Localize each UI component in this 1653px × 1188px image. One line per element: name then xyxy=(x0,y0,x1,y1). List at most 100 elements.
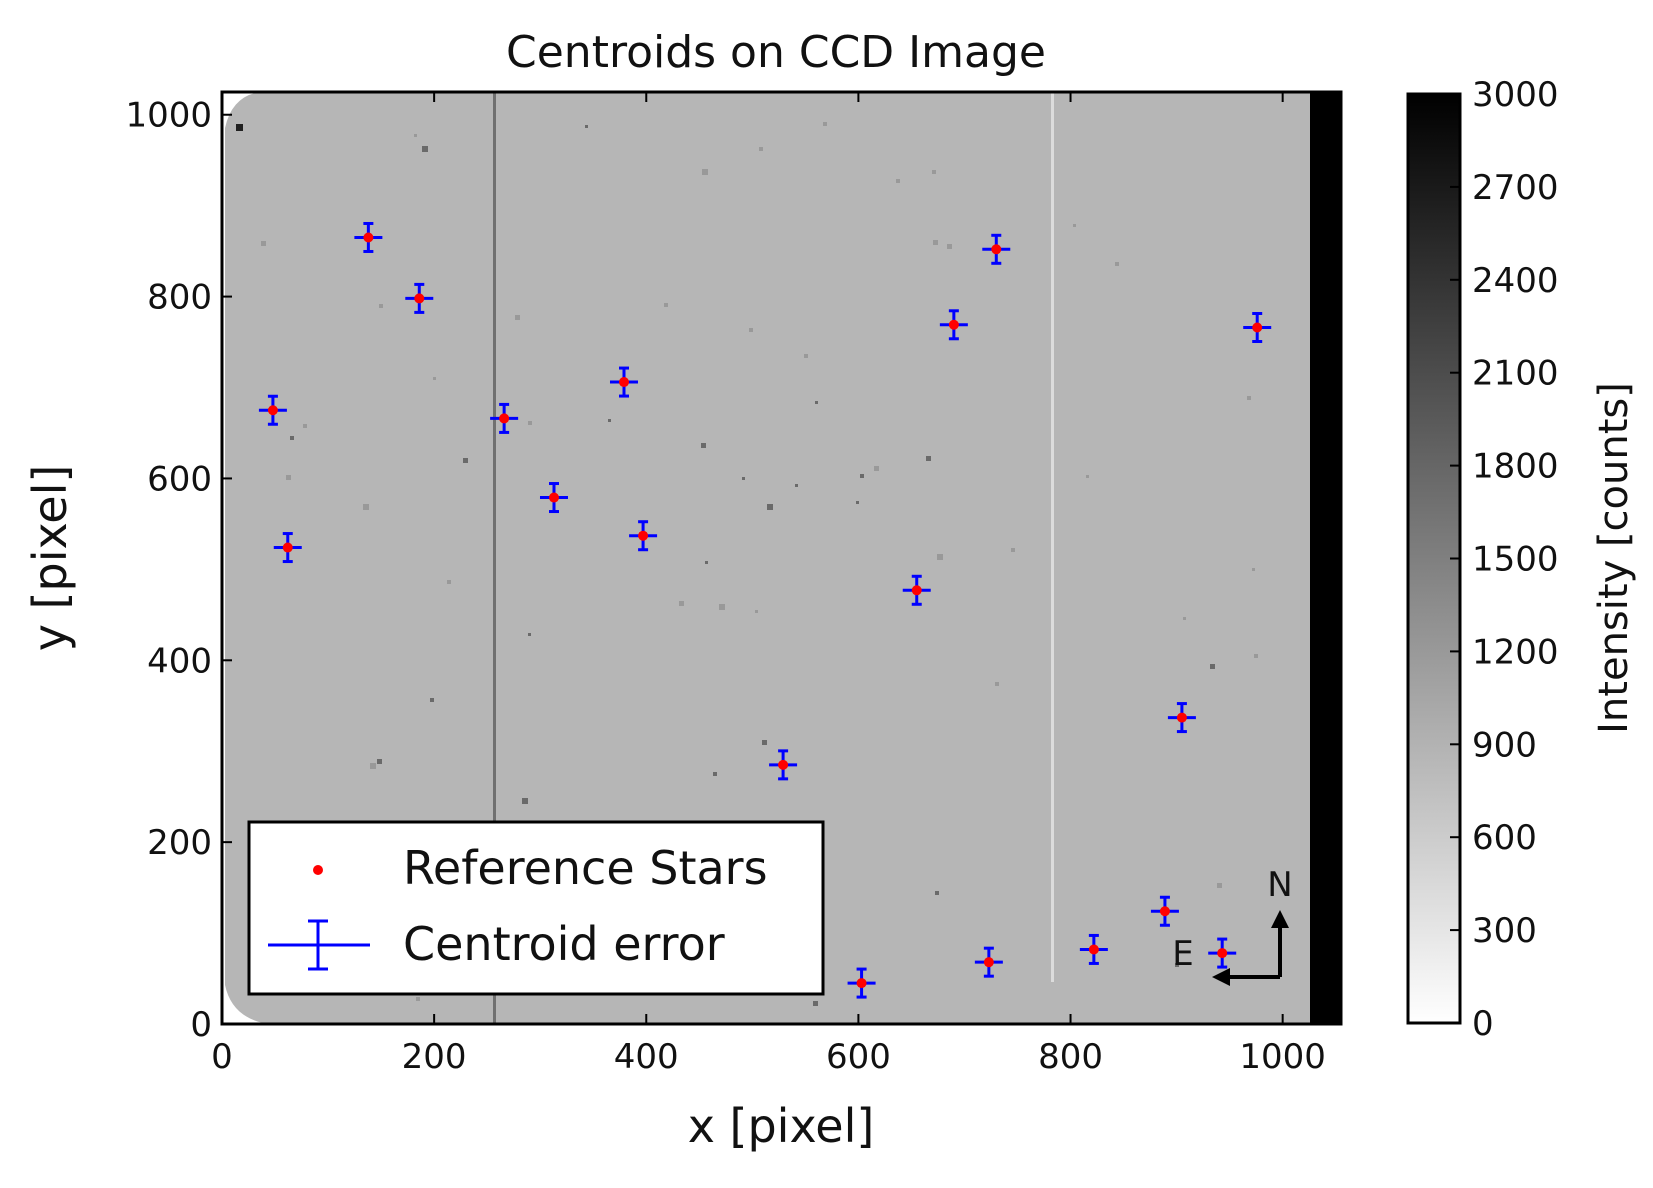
reference-star-point xyxy=(1217,948,1228,959)
ccd-speck xyxy=(414,134,417,137)
reference-star-markers xyxy=(267,232,1263,989)
ccd-speck xyxy=(856,501,859,504)
colorbar: 0 300 600 900 1200 1500 1800 2100 2400 2700 3000 I… xyxy=(1406,75,1637,1044)
x-tick-label: 200 xyxy=(402,1037,467,1077)
legend-centroid-label: Centroid error xyxy=(403,917,725,971)
x-tick-label: 400 xyxy=(614,1037,679,1077)
ccd-speck xyxy=(932,170,936,174)
ccd-speck xyxy=(937,554,943,560)
ccd-speck xyxy=(290,436,294,440)
y-tick-label: 400 xyxy=(147,641,212,681)
colorbar-tick-label: 2100 xyxy=(1472,354,1559,394)
reference-star-point xyxy=(948,319,959,330)
reference-star-point xyxy=(282,542,293,553)
reference-star-point xyxy=(856,978,867,989)
legend-reference-label: Reference Stars xyxy=(403,841,768,895)
colorbar-tick-label: 600 xyxy=(1472,818,1537,858)
ccd-speck xyxy=(528,421,532,425)
ccd-speck xyxy=(447,580,451,584)
colorbar-tick-label: 300 xyxy=(1472,911,1537,951)
ccd-speck xyxy=(926,456,931,461)
ccd-speck xyxy=(1252,568,1255,571)
colorbar-tick-label: 2400 xyxy=(1472,261,1559,301)
reference-star-point xyxy=(363,232,374,243)
reference-star-point xyxy=(911,585,922,596)
ccd-speck xyxy=(679,601,684,606)
ccd-speck xyxy=(874,466,879,471)
reference-star-point xyxy=(618,377,629,388)
legend-box xyxy=(247,820,825,996)
reference-star-point xyxy=(778,759,789,770)
ccd-speck xyxy=(1247,396,1251,400)
ccd-corner-bottom xyxy=(225,985,268,1024)
ccd-speck xyxy=(370,763,376,769)
y-tick-label: 800 xyxy=(147,278,212,318)
reference-star-point xyxy=(638,530,649,541)
ccd-speck xyxy=(896,179,900,183)
ccd-speck xyxy=(742,477,745,480)
ccd-speck xyxy=(755,610,758,613)
x-tick-label: 0 xyxy=(211,1037,233,1077)
ccd-speck xyxy=(1011,548,1015,552)
legend-centroid-marker xyxy=(268,919,370,971)
x-tick-label: 1000 xyxy=(1239,1037,1326,1077)
reference-star-point xyxy=(1159,906,1170,917)
ccd-speck xyxy=(522,798,528,804)
colorbar-ticks: 0 300 600 900 1200 1500 1800 2100 2400 2700 3000 xyxy=(1450,75,1559,1044)
ccd-speck xyxy=(515,315,520,320)
colorbar-tick-label: 0 xyxy=(1472,1004,1494,1044)
x-axis-ticks: 0 200 400 600 800 1000 xyxy=(211,92,1326,1077)
ccd-bad-column xyxy=(493,92,496,1024)
ccd-speck xyxy=(463,458,468,463)
compass-east-arrowhead xyxy=(1212,968,1230,986)
ccd-speck xyxy=(815,401,818,404)
ccd-speck xyxy=(261,241,266,246)
reference-star-point xyxy=(1252,322,1263,333)
colorbar-tick-label: 2700 xyxy=(1472,168,1559,208)
reference-star-point xyxy=(1176,712,1187,723)
ccd-speck xyxy=(813,1001,818,1006)
colorbar-tick-label: 1800 xyxy=(1472,447,1559,487)
ccd-speck xyxy=(1254,654,1258,658)
ccd-speck xyxy=(1183,617,1186,620)
ccd-speck xyxy=(762,740,767,745)
ccd-speck xyxy=(947,244,952,249)
ccd-speck xyxy=(1175,963,1179,967)
ccd-bright-column xyxy=(1051,92,1054,982)
colorbar-tick-label: 900 xyxy=(1472,725,1537,765)
chart-title: Centroids on CCD Image xyxy=(506,27,1046,78)
ccd-speck xyxy=(377,759,382,764)
reference-star-point xyxy=(414,293,425,304)
compass-east-label: E xyxy=(1172,934,1193,974)
ccd-speck xyxy=(933,240,938,245)
y-tick-label: 200 xyxy=(147,823,212,863)
y-tick-label: 600 xyxy=(147,459,212,499)
y-axis-ticks: 0 200 400 600 800 1000 xyxy=(125,96,1341,1045)
ccd-speck xyxy=(702,169,708,175)
compass-north-label: N xyxy=(1267,865,1292,905)
colorbar-label: Intensity [counts] xyxy=(1591,382,1637,734)
reference-star-point xyxy=(983,957,994,968)
ccd-speck xyxy=(1210,664,1215,669)
ccd-speck xyxy=(363,504,369,510)
ccd-speck xyxy=(664,303,668,307)
plot-frame xyxy=(220,90,1343,1026)
ccd-speck xyxy=(422,146,428,152)
ccd-speck xyxy=(528,633,531,636)
legend: Reference Stars Centroid error xyxy=(247,820,825,996)
ccd-speck xyxy=(379,304,383,308)
reference-star-point xyxy=(1088,944,1099,955)
ccd-hot-pixel xyxy=(236,124,243,131)
ccd-speck xyxy=(804,354,808,358)
compass xyxy=(1212,910,1289,986)
reference-star-point xyxy=(499,413,510,424)
x-tick-label: 600 xyxy=(826,1037,891,1077)
ccd-speck xyxy=(585,125,588,128)
colorbar-tick-label: 1500 xyxy=(1472,540,1559,580)
colorbar-tick-label: 3000 xyxy=(1472,75,1559,115)
ccd-speck xyxy=(1086,475,1089,478)
reference-star-point xyxy=(548,492,559,503)
ccd-speck xyxy=(416,997,420,1001)
